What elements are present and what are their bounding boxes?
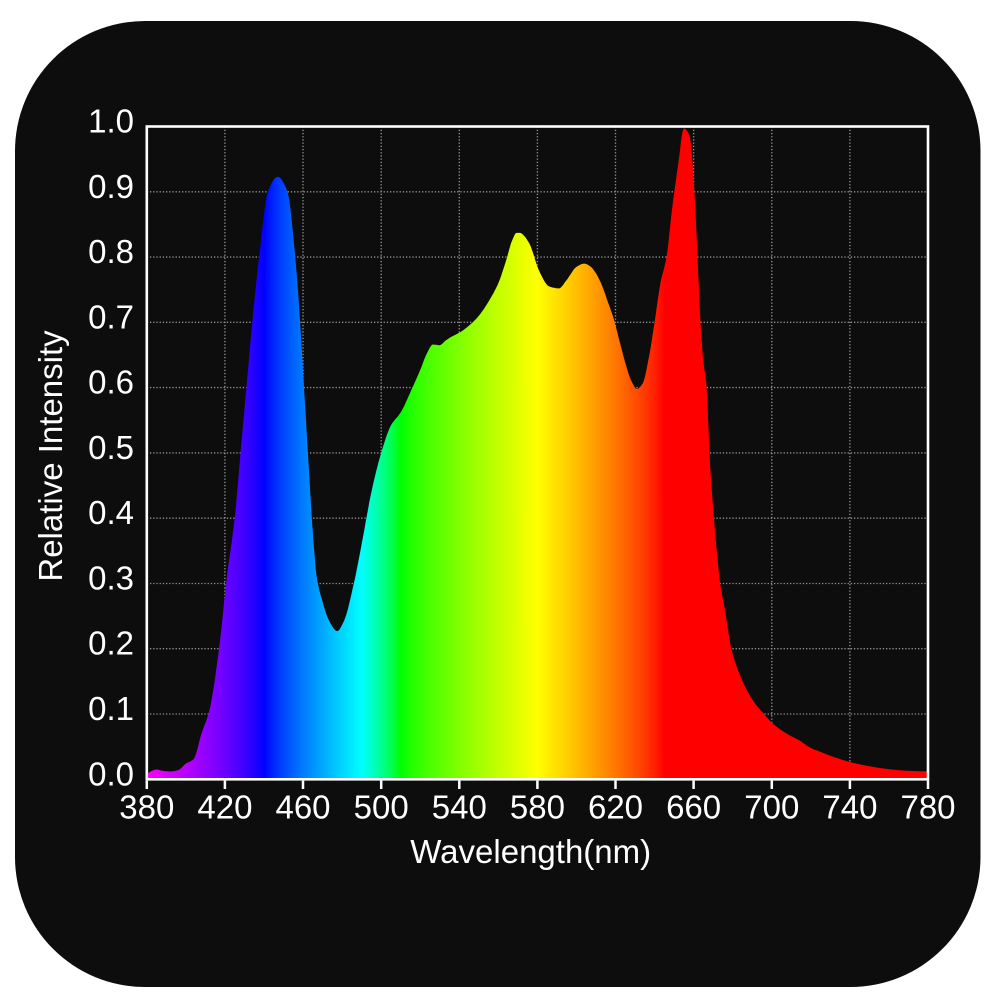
svg-text:0.3: 0.3 (88, 560, 134, 597)
svg-text:0.7: 0.7 (88, 298, 134, 335)
svg-text:500: 500 (354, 788, 409, 825)
svg-text:740: 740 (822, 788, 877, 825)
svg-text:0.6: 0.6 (88, 364, 134, 401)
svg-text:Relative Intensity: Relative Intensity (32, 330, 69, 582)
svg-text:0.0: 0.0 (88, 755, 134, 792)
svg-text:780: 780 (900, 788, 955, 825)
svg-text:620: 620 (588, 788, 643, 825)
svg-text:660: 660 (666, 788, 721, 825)
svg-text:460: 460 (275, 788, 330, 825)
svg-text:Wavelength(nm): Wavelength(nm) (410, 833, 651, 870)
svg-text:540: 540 (432, 788, 487, 825)
svg-text:0.9: 0.9 (88, 168, 134, 205)
svg-text:700: 700 (744, 788, 799, 825)
svg-text:580: 580 (510, 788, 565, 825)
svg-text:420: 420 (197, 788, 252, 825)
svg-text:0.5: 0.5 (88, 429, 134, 466)
svg-text:0.2: 0.2 (88, 625, 134, 662)
svg-text:0.4: 0.4 (88, 494, 134, 531)
svg-text:0.8: 0.8 (88, 233, 134, 270)
svg-text:0.1: 0.1 (88, 690, 134, 727)
svg-text:380: 380 (119, 788, 174, 825)
svg-text:1.0: 1.0 (88, 103, 134, 140)
